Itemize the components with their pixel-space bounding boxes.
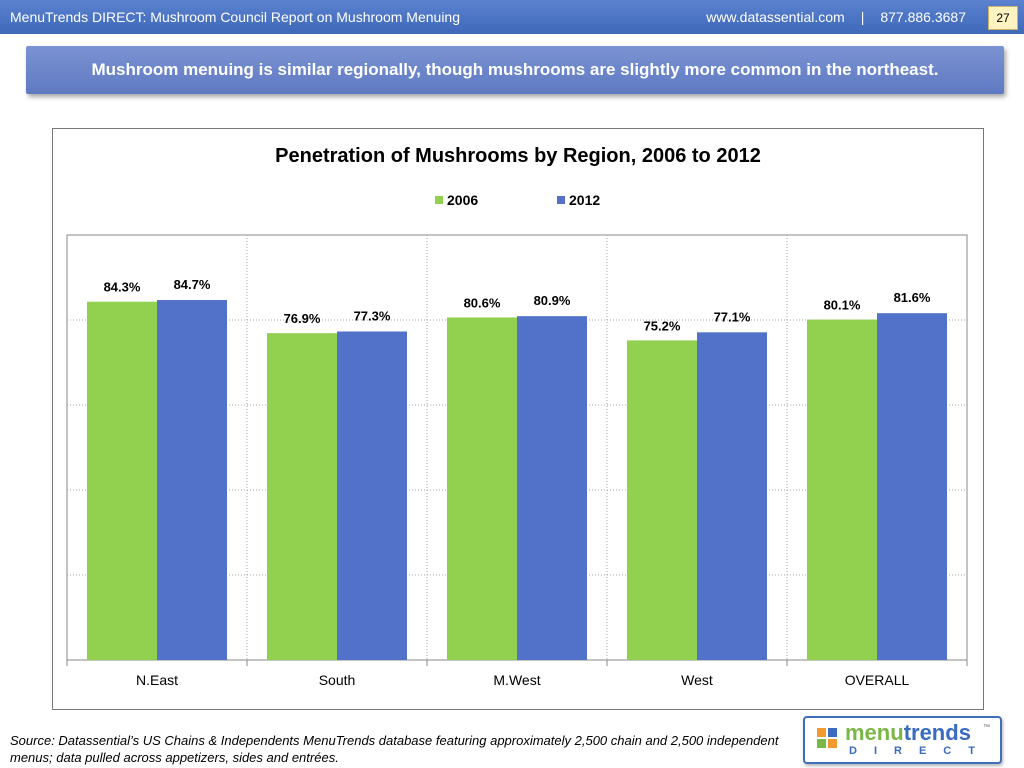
legend-swatch-2006 — [435, 196, 443, 204]
chart-title: Penetration of Mushrooms by Region, 2006… — [275, 145, 761, 167]
x-tick-label-West: West — [681, 672, 713, 688]
bar-2012-South — [337, 331, 407, 660]
bar-2006-OVERALL — [807, 319, 877, 660]
bar-2012-West — [697, 332, 767, 660]
bar-2006-South — [267, 333, 337, 660]
x-tick-label-OVERALL: OVERALL — [845, 672, 910, 688]
data-label-2006-West: 75.2% — [644, 318, 681, 333]
x-tick-label-N.East: N.East — [136, 672, 178, 688]
bar-2012-M.West — [517, 316, 587, 660]
x-tick-label-South: South — [319, 672, 356, 688]
data-label-2006-OVERALL: 80.1% — [824, 298, 861, 313]
website-link[interactable]: www.datassential.com — [706, 9, 845, 25]
legend-swatch-2012 — [557, 196, 565, 204]
bar-2006-M.West — [447, 317, 517, 660]
data-label-2012-OVERALL: 81.6% — [894, 290, 931, 305]
source-note: Source: Datassential’s US Chains & Indep… — [10, 733, 779, 765]
header-bar: MenuTrends DIRECT: Mushroom Council Repo… — [0, 0, 1024, 34]
header-separator: | — [860, 9, 865, 25]
bar-chart: Penetration of Mushrooms by Region, 2006… — [66, 145, 968, 688]
logo-trademark: ™ — [983, 724, 990, 731]
bar-2012-OVERALL — [877, 313, 947, 660]
data-label-2006-N.East: 84.3% — [104, 280, 141, 295]
page-number: 27 — [988, 6, 1018, 30]
report-title: MenuTrends DIRECT: Mushroom Council Repo… — [10, 9, 460, 25]
data-label-2006-South: 76.9% — [284, 311, 321, 326]
logo-wordmark: menutrends — [845, 720, 971, 745]
logo-subtitle: DIRECT — [849, 745, 992, 757]
phone-number: 877.886.3687 — [880, 9, 966, 25]
legend-label-2006: 2006 — [447, 192, 478, 208]
x-tick-label-M.West: M.West — [493, 672, 540, 688]
chart-container: Penetration of Mushrooms by Region, 2006… — [52, 128, 984, 710]
data-label-2012-West: 77.1% — [714, 309, 751, 324]
data-label-2012-South: 77.3% — [354, 308, 391, 323]
data-label-2012-M.West: 80.9% — [534, 293, 571, 308]
puzzle-icon — [817, 728, 837, 748]
bar-2012-N.East — [157, 300, 227, 660]
bar-2006-N.East — [87, 301, 157, 660]
data-label-2012-N.East: 84.7% — [174, 277, 211, 292]
legend-label-2012: 2012 — [569, 192, 600, 208]
header-contact: www.datassential.com | 877.886.3687 — [706, 9, 966, 25]
slide-headline: Mushroom menuing is similar regionally, … — [26, 46, 1004, 94]
menutrends-logo: menutrends ™ DIRECT — [803, 716, 1002, 764]
data-label-2006-M.West: 80.6% — [464, 295, 501, 310]
bar-2006-West — [627, 340, 697, 660]
